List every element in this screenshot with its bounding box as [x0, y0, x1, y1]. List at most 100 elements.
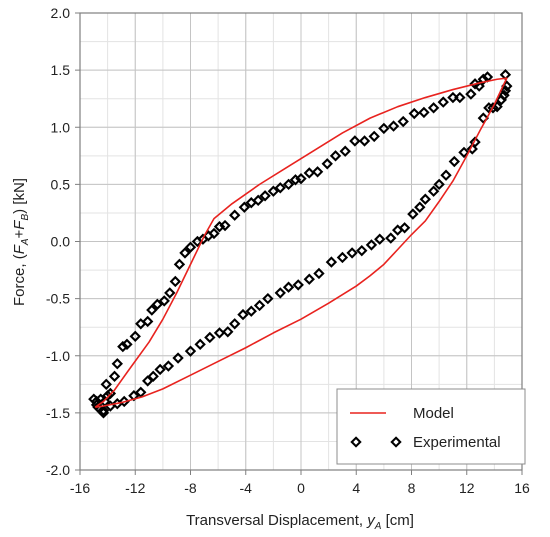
experimental-point: [427, 102, 440, 114]
experimental-point: [392, 224, 404, 236]
experimental-point: [172, 352, 184, 364]
y-axis-label-unit: [kN]: [11, 178, 28, 209]
y-tick-label: -1.5: [46, 405, 70, 421]
experimental-point: [229, 209, 241, 221]
experimental-point: [252, 194, 264, 207]
experimental-point: [253, 299, 266, 312]
experimental-point: [292, 279, 304, 291]
experimental-point: [204, 331, 216, 344]
experimental-point: [437, 96, 449, 108]
experimental-point: [336, 251, 349, 264]
y-tick-labels: -2.0 -1.5 -1.0 -0.5 0.0 0.5 1.0 1.5 2.0: [46, 5, 70, 478]
y-axis-label-close: ): [11, 209, 28, 214]
model-curve: [94, 77, 508, 408]
y-tick-label: 1.5: [51, 62, 71, 78]
experimental-point: [321, 158, 333, 170]
experimental-point: [194, 338, 206, 351]
experimental-point: [454, 91, 466, 104]
experimental-point: [267, 185, 280, 197]
experimental-point: [238, 201, 251, 213]
x-tick-label: -4: [240, 480, 253, 496]
x-tick-label: -8: [184, 480, 197, 496]
y-axis-label-var2: F: [11, 220, 28, 230]
experimental-point: [419, 193, 431, 205]
experimental-point: [229, 318, 241, 330]
experimental-point: [483, 102, 495, 114]
y-tick-label: 0.0: [51, 234, 71, 250]
experimental-point: [184, 241, 197, 253]
x-axis-label-sub: A: [374, 521, 382, 532]
experimental-series: [88, 69, 513, 419]
y-tick-label: 0.5: [51, 176, 71, 192]
experimental-point: [397, 115, 409, 128]
experimental-point: [418, 106, 430, 119]
x-axis-label-main: Transversal Displacement,: [186, 512, 367, 529]
experimental-point: [121, 338, 133, 351]
experimental-point: [358, 135, 371, 147]
experimental-point: [325, 256, 338, 268]
y-axis-label-sub1: A: [20, 238, 31, 246]
axis-ticks: [75, 12, 523, 475]
experimental-point: [141, 315, 154, 328]
experimental-point: [303, 273, 315, 285]
experimental-point: [466, 143, 478, 155]
experimental-point: [100, 378, 112, 390]
y-axis-label-sub2: B: [20, 214, 31, 221]
experimental-point: [387, 120, 400, 132]
experimental-point: [374, 233, 386, 245]
experimental-point: [433, 178, 445, 191]
experimental-point: [313, 267, 325, 280]
experimental-point: [365, 239, 378, 251]
x-tick-label: -12: [125, 480, 145, 496]
experimental-point: [356, 244, 368, 257]
legend-experimental-marker: [390, 436, 402, 448]
y-tick-label: 1.0: [51, 119, 71, 135]
experimental-point: [427, 185, 440, 197]
experimental-point: [154, 363, 166, 376]
x-tick-label: 16: [514, 480, 530, 496]
experimental-point: [222, 326, 234, 338]
experimental-point: [213, 327, 226, 339]
legend-experimental-marker: [350, 436, 362, 448]
experimental-point: [311, 166, 324, 178]
experimental-point: [368, 130, 380, 143]
experimental-point: [477, 73, 490, 85]
legend-experimental-label: Experimental: [413, 434, 501, 451]
experimental-point: [440, 169, 452, 181]
experimental-point: [477, 112, 490, 124]
experimental-point: [349, 135, 361, 147]
legend-experimental-marker-swatch: [350, 436, 402, 448]
x-tick-label: 0: [297, 480, 305, 496]
experimental-point: [385, 232, 397, 244]
experimental-point: [262, 292, 274, 305]
experimental-point: [378, 122, 390, 135]
y-tick-label: -2.0: [46, 462, 70, 478]
experimental-point: [146, 304, 158, 316]
experimental-point: [184, 345, 197, 357]
y-tick-label: 2.0: [51, 5, 71, 21]
y-axis-label-plus: +: [11, 229, 28, 238]
y-axis-label-open: (: [11, 254, 28, 259]
experimental-point: [414, 201, 426, 213]
experimental-point: [282, 281, 295, 293]
experimental-point: [398, 222, 411, 234]
experimental-point: [219, 219, 231, 232]
experimental-point: [164, 287, 176, 299]
experimental-point: [339, 145, 351, 157]
experimental-point: [208, 227, 220, 240]
y-axis-label-var1: F: [11, 244, 28, 254]
x-axis-label-var: y: [366, 512, 376, 529]
experimental-point: [329, 150, 342, 162]
experimental-point: [237, 308, 249, 321]
experimental-point: [169, 275, 181, 288]
y-tick-label: -0.5: [46, 291, 70, 307]
experimental-point: [118, 395, 130, 408]
experimental-point: [495, 94, 507, 106]
x-tick-label: 4: [352, 480, 360, 496]
experimental-point: [179, 247, 191, 259]
experimental-point: [108, 370, 121, 382]
experimental-point: [303, 167, 315, 179]
experimental-point: [97, 404, 110, 417]
